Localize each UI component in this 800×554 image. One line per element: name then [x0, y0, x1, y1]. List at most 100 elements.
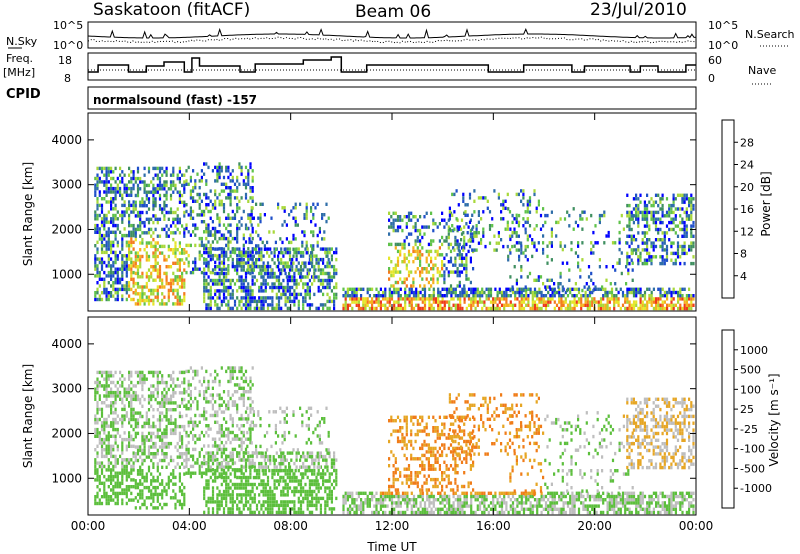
power-cell	[419, 273, 422, 278]
power-cell	[216, 303, 219, 307]
power-cell	[255, 303, 259, 307]
power-cell	[577, 300, 581, 304]
power-cell	[489, 287, 493, 291]
power-cell	[114, 166, 117, 171]
power-cell	[105, 180, 108, 184]
power-cell	[655, 297, 658, 301]
velocity-cell	[238, 396, 241, 401]
power-cell	[205, 206, 208, 210]
power-cell	[518, 306, 521, 311]
velocity-cell	[112, 454, 115, 459]
power-cell	[266, 271, 270, 276]
power-cell	[119, 173, 122, 177]
power-cell	[406, 294, 409, 298]
velocity-cell	[112, 444, 115, 448]
velocity-cell	[96, 431, 99, 435]
power-cell	[390, 297, 394, 301]
power-cell	[659, 294, 662, 298]
power-cell	[154, 265, 157, 269]
power-cell	[571, 294, 574, 298]
power-cell	[469, 228, 472, 233]
velocity-cell	[128, 437, 131, 442]
power-cell	[139, 224, 142, 228]
velocity-cell	[94, 380, 97, 385]
power-cell	[176, 281, 179, 286]
power-cell	[189, 179, 192, 183]
power-cell	[439, 306, 442, 311]
power-cell	[185, 257, 188, 261]
power-cell	[419, 228, 422, 233]
velocity-cell	[240, 366, 243, 370]
power-cell	[107, 186, 110, 191]
power-cell	[107, 237, 110, 241]
power-cell	[583, 210, 586, 214]
power-cell	[408, 300, 411, 304]
power-cell	[260, 282, 263, 286]
power-cell	[181, 248, 184, 252]
power-cell	[558, 287, 561, 291]
power-cell	[128, 240, 131, 244]
power-cell	[105, 166, 108, 171]
power-cell	[542, 207, 545, 211]
power-cell	[403, 246, 406, 250]
power-cell	[531, 238, 534, 242]
power-cell	[635, 238, 638, 242]
power-cell	[242, 282, 245, 286]
power-cell	[192, 223, 195, 227]
power-cell	[454, 290, 457, 295]
power-cell	[161, 251, 164, 255]
power-cell	[432, 287, 435, 291]
velocity-cell	[98, 370, 101, 375]
velocity-cell	[174, 391, 177, 395]
power-cell	[194, 267, 197, 271]
velocity-cell	[98, 431, 101, 435]
power-cell	[533, 192, 536, 197]
power-cell	[661, 210, 664, 215]
power-cell	[110, 240, 113, 244]
power-cell	[311, 282, 314, 286]
power-cell	[319, 282, 322, 286]
power-cell	[220, 182, 223, 186]
velocity-cell	[220, 366, 223, 370]
velocity-cell	[189, 464, 192, 469]
power-cell	[218, 261, 221, 265]
power-cell	[676, 251, 680, 256]
power-cell	[110, 291, 113, 295]
velocity-cell	[187, 379, 190, 384]
power-cell	[472, 287, 475, 291]
power-cell	[174, 217, 177, 221]
power-cell	[432, 297, 435, 301]
power-cell	[269, 285, 272, 290]
velocity-cell	[247, 451, 250, 455]
power-cell	[114, 281, 117, 285]
power-cell	[222, 182, 226, 186]
velocity-cell	[178, 391, 181, 395]
power-cell	[242, 261, 245, 265]
power-cell	[240, 264, 243, 269]
power-cell	[154, 241, 157, 245]
power-cell	[295, 250, 298, 255]
power-cell	[251, 270, 254, 275]
velocity-cell	[178, 502, 181, 507]
power-cell	[277, 202, 280, 206]
power-cell	[220, 247, 223, 251]
power-cell	[463, 297, 466, 301]
power-cell	[561, 285, 564, 289]
power-cell	[405, 225, 408, 229]
power-cell	[661, 258, 664, 262]
power-cell	[430, 297, 433, 301]
power-cell	[187, 243, 190, 248]
power-cell	[683, 210, 686, 215]
velocity-cell	[196, 437, 199, 441]
power-cell	[207, 264, 210, 268]
power-cell	[405, 222, 408, 226]
power-cell	[520, 189, 523, 193]
power-cell	[681, 197, 684, 201]
velocity-cell	[244, 376, 248, 380]
velocity-cell	[139, 489, 142, 493]
velocity-cell	[218, 430, 221, 435]
power-cell	[244, 192, 248, 197]
power-cell	[293, 250, 296, 255]
velocity-cell	[161, 431, 164, 436]
power-cell	[627, 268, 630, 272]
